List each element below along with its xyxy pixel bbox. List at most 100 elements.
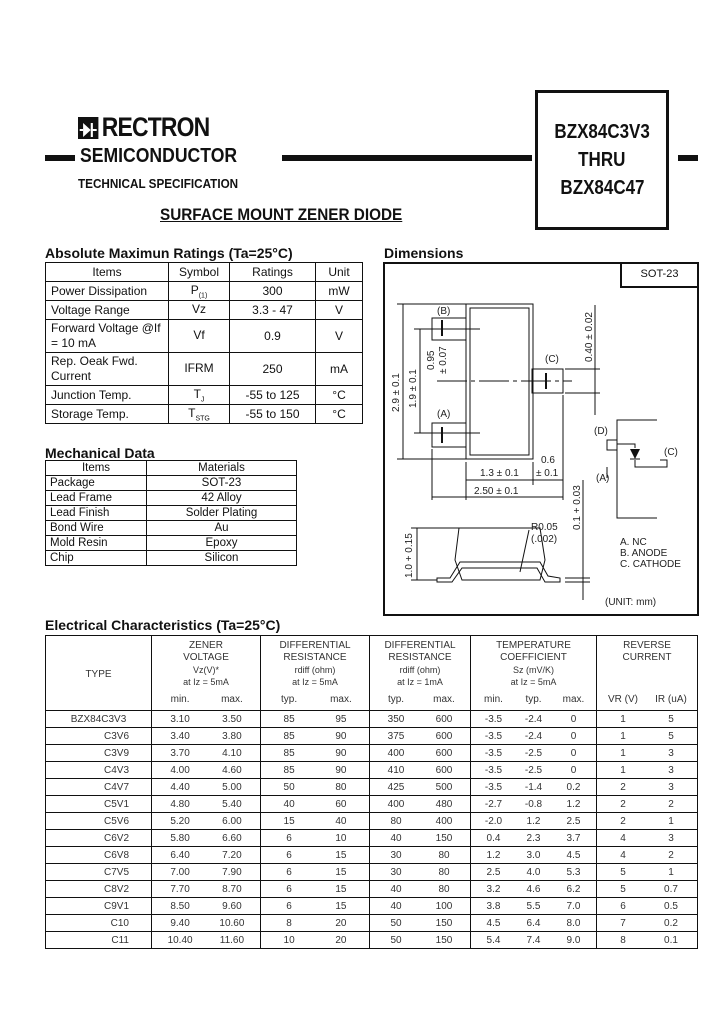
value: 50 bbox=[390, 934, 402, 946]
table-header-row: Items Symbol Ratings Unit bbox=[45, 262, 363, 282]
group-header-line: at Iz = 5mA bbox=[292, 677, 338, 687]
value: 3.7 bbox=[566, 832, 581, 844]
value: 7.70 bbox=[170, 883, 190, 895]
symbol-cell: Vz bbox=[168, 300, 230, 320]
pin-b: B. ANODE bbox=[620, 548, 668, 559]
value: 2.5 bbox=[566, 815, 581, 827]
group-header-line bbox=[597, 664, 697, 676]
value: 0 bbox=[570, 747, 577, 759]
value: 5.00 bbox=[222, 781, 242, 793]
table-row: C11 10.40 11.60 10 20 50 150 5.4 7.4 9.0 8 0.1 bbox=[45, 931, 698, 949]
value: 0.1 bbox=[664, 934, 678, 946]
value: 11.60 bbox=[219, 934, 245, 946]
value: 6 bbox=[286, 883, 292, 895]
value-group-cell: 5.80 6.60 bbox=[151, 829, 261, 847]
label-b: (B) bbox=[437, 306, 450, 317]
value: 80 bbox=[438, 866, 450, 878]
symbol: IFRM bbox=[184, 360, 214, 375]
value: 90 bbox=[335, 764, 347, 776]
schematic-frame bbox=[616, 419, 657, 519]
divider bbox=[678, 155, 698, 161]
value: 3 bbox=[668, 747, 674, 759]
value: 1 bbox=[620, 730, 626, 742]
table-row: Chip Silicon bbox=[45, 550, 297, 566]
value-group-cell: -2.7 -0.8 1.2 bbox=[470, 795, 597, 813]
value: 3 bbox=[668, 832, 674, 844]
value: 150 bbox=[435, 832, 453, 844]
value: 3.10 bbox=[170, 713, 190, 725]
value: 8.50 bbox=[170, 900, 190, 912]
diode-logo-icon bbox=[78, 116, 99, 139]
rating-cell: 3.3 - 47 bbox=[229, 300, 316, 320]
value-group-cell: 6 15 bbox=[260, 863, 370, 881]
group-header-line: RESISTANCE bbox=[283, 652, 347, 663]
value: 2 bbox=[668, 849, 674, 861]
item-cell: Mold Resin bbox=[45, 535, 147, 551]
value: -1.4 bbox=[524, 781, 543, 793]
type-cell: C10 bbox=[45, 914, 152, 932]
value: 6 bbox=[620, 900, 626, 912]
brand-division: SEMICONDUCTOR bbox=[80, 145, 238, 167]
group-header-line: at Iz = 5mA bbox=[183, 677, 229, 687]
unit-cell: mW bbox=[315, 281, 363, 301]
brand-name: RECTRON bbox=[101, 112, 210, 142]
value: 7.0 bbox=[566, 900, 581, 912]
value: 4.5 bbox=[486, 917, 501, 929]
group-header: TEMPERATURE COEFFICIENT Sz (mV/K) at Iz = 5… bbox=[470, 635, 597, 688]
sub-header-label: max. bbox=[221, 693, 243, 705]
value: 5 bbox=[620, 866, 626, 878]
value: 400 bbox=[387, 798, 405, 810]
brand-logo: RECTRON bbox=[78, 112, 210, 143]
value-group-cell: 50 80 bbox=[260, 778, 370, 796]
value-group-cell: 8.50 9.60 bbox=[151, 897, 261, 915]
symbol: Vf bbox=[193, 327, 205, 342]
group-header-line: COEFFICIENT bbox=[500, 652, 567, 663]
value-group-cell: 10 20 bbox=[260, 931, 370, 949]
value: 15 bbox=[283, 815, 295, 827]
value: 4.40 bbox=[170, 781, 190, 793]
value: 3 bbox=[668, 781, 674, 793]
value-group-cell: 375 600 bbox=[369, 727, 471, 745]
pin-c: C. CATHODE bbox=[620, 559, 681, 570]
value: 4 bbox=[620, 832, 626, 844]
table-row: C5V1 4.80 5.40 40 60 400 480 -2.7 -0.8 1.2 2 2 bbox=[45, 795, 698, 813]
value: 4.80 bbox=[170, 798, 190, 810]
value: 40 bbox=[390, 900, 402, 912]
table-row: Rep. Oeak Fwd. Current IFRM 250 mA bbox=[45, 352, 363, 386]
item-cell: Lead Finish bbox=[45, 505, 147, 521]
value-group-cell: 3.2 4.6 6.2 bbox=[470, 880, 597, 898]
value-group-cell: 7.00 7.90 bbox=[151, 863, 261, 881]
table-row: C6V2 5.80 6.60 6 10 40 150 0.4 2.3 3.7 4 3 bbox=[45, 829, 698, 847]
value: 30 bbox=[390, 849, 402, 861]
value: 3.8 bbox=[486, 900, 501, 912]
value: 0 bbox=[570, 764, 577, 776]
rating-cell: 300 bbox=[229, 281, 316, 301]
sub-header-label: min. bbox=[170, 693, 190, 705]
symbol-subscript: STG bbox=[195, 415, 210, 423]
value: -3.5 bbox=[484, 713, 503, 725]
value: 7.90 bbox=[222, 866, 242, 878]
electrical-table: TYPE ZENER VOLTAGE Vz(V)* at Iz = 5mA DIFFER… bbox=[45, 635, 698, 949]
value: 5 bbox=[668, 713, 674, 725]
value-group-cell: 5 0.7 bbox=[596, 880, 698, 898]
value-group-cell: 6.40 7.20 bbox=[151, 846, 261, 864]
value-group-cell: 350 600 bbox=[369, 710, 471, 728]
value-group-cell: 4.5 6.4 8.0 bbox=[470, 914, 597, 932]
value: 600 bbox=[435, 713, 453, 725]
table-row: C3V9 3.70 4.10 85 90 400 600 -3.5 -2.5 0 1 3 bbox=[45, 744, 698, 762]
value: 40 bbox=[390, 832, 402, 844]
value: 9.0 bbox=[566, 934, 581, 946]
symbol: P bbox=[190, 282, 199, 297]
value: -2.4 bbox=[524, 713, 543, 725]
type-cell: C11 bbox=[45, 931, 152, 949]
group-header-row: TYPE ZENER VOLTAGE Vz(V)* at Iz = 5mA DIFFER… bbox=[45, 635, 698, 711]
value: 400 bbox=[387, 747, 405, 759]
value: 500 bbox=[435, 781, 453, 793]
value: 4 bbox=[620, 849, 626, 861]
material-cell: Au bbox=[146, 520, 297, 536]
group-header-line: Vz(V)* bbox=[192, 665, 219, 675]
sub-header-label: min. bbox=[484, 693, 503, 705]
